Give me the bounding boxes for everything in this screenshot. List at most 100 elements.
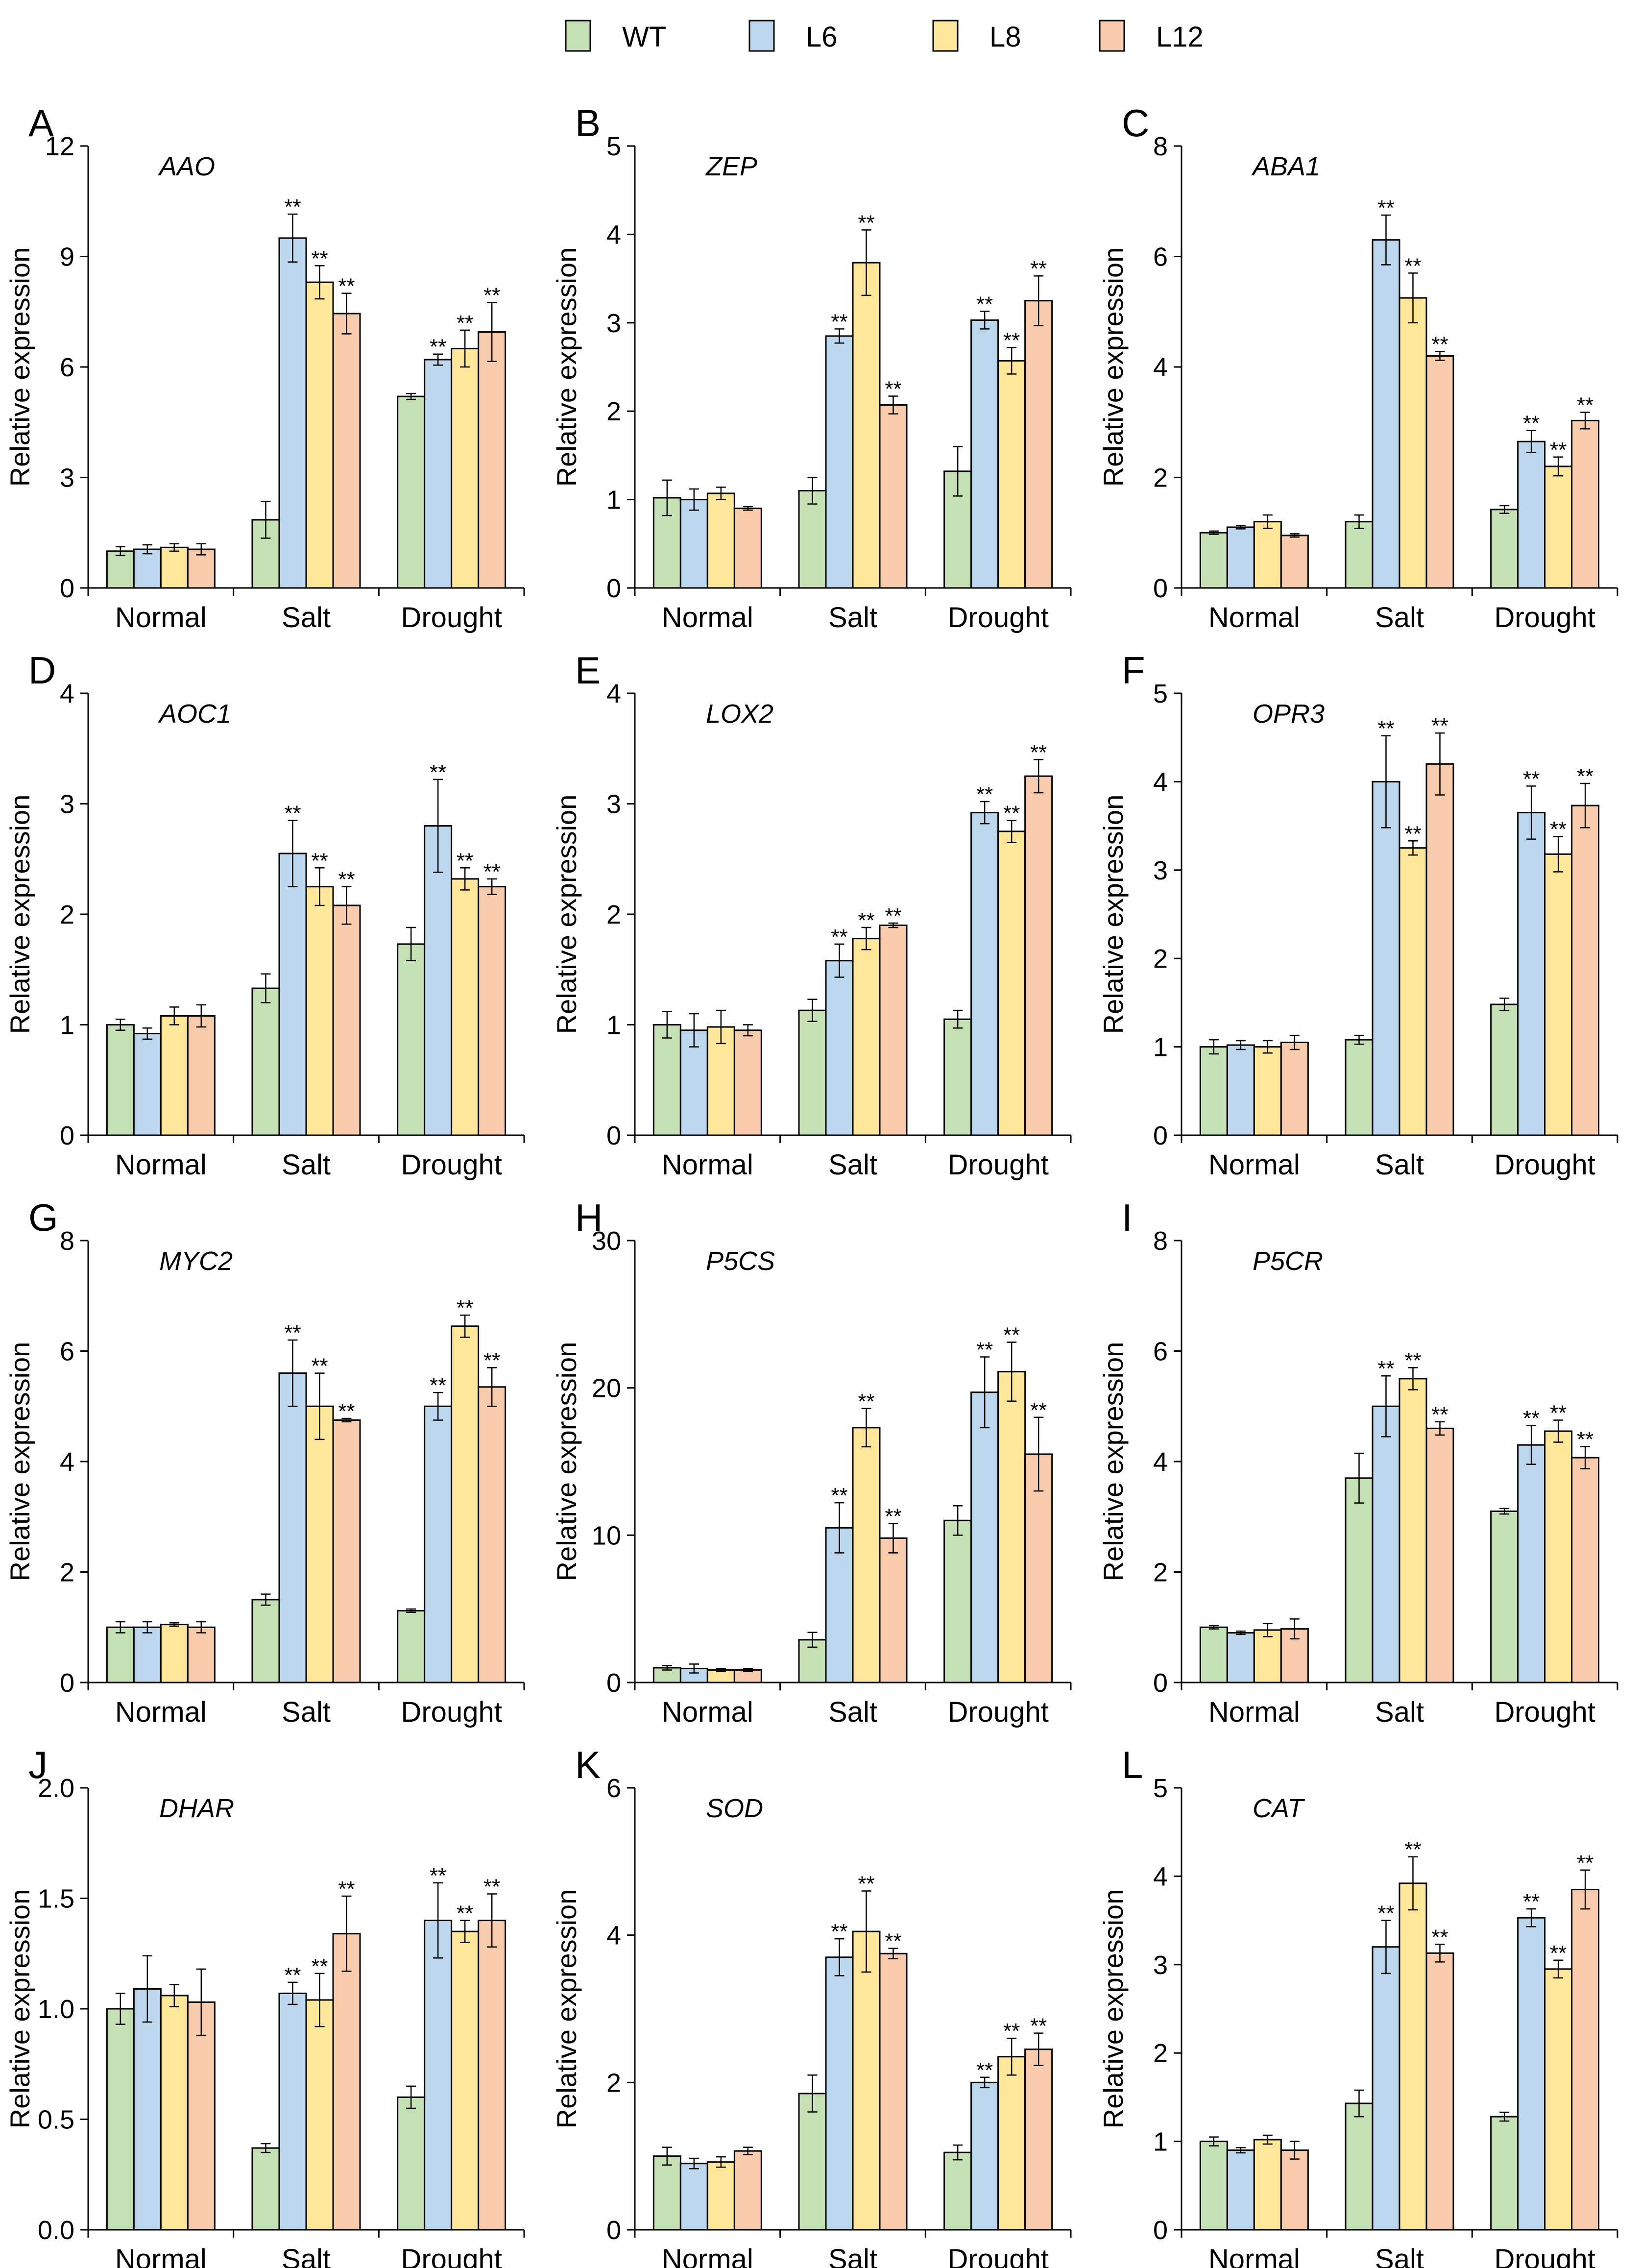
significance-marker: ** (1431, 1403, 1448, 1427)
panel-svg-h: H P5CS 0 10 20 30 Relative expression Normal Sal… (551, 1196, 1072, 1728)
significance-marker: ** (1550, 1401, 1567, 1425)
bar-l12-drought (478, 331, 506, 589)
y-tick-label: 4 (1153, 1862, 1168, 1891)
significance-marker: ** (457, 1902, 473, 1926)
bar-l6-drought (424, 1405, 453, 1683)
bar-l6-normal (1226, 2149, 1255, 2231)
y-tick-label: 8 (60, 1226, 74, 1256)
y-tick-label: 1.5 (38, 1884, 74, 1914)
panel-svg-a: A AAO 0 3 6 9 12 Relative expression Normal Salt D… (4, 101, 525, 634)
bar-l6-salt (1372, 239, 1400, 589)
bar-l12-normal (733, 1029, 762, 1136)
y-tick-label: 1 (60, 1011, 74, 1040)
significance-marker: ** (1404, 1348, 1421, 1372)
bar-wt-drought (943, 2151, 972, 2231)
x-category-salt: Salt (282, 2244, 331, 2268)
bar-wt-drought (1490, 509, 1519, 589)
y-tick-label: 2 (606, 397, 621, 426)
panel-svg-c: C ABA1 0 2 4 6 8 Relative expression Normal Salt D… (1098, 101, 1618, 634)
bar-l12-salt (1425, 1427, 1454, 1683)
bar-l8-drought (1544, 465, 1573, 589)
y-tick-label: 9 (60, 243, 74, 272)
bar-l8-salt (852, 1427, 881, 1683)
legend-item-wt: WT (565, 20, 666, 53)
bar-wt-drought (397, 395, 426, 589)
x-category-drought: Drought (1494, 1696, 1595, 1728)
significance-marker: ** (858, 1390, 874, 1414)
y-tick-label: 8 (1153, 132, 1168, 161)
significance-marker: ** (858, 211, 874, 235)
significance-marker: ** (311, 1954, 328, 1978)
x-category-drought: Drought (401, 602, 502, 634)
significance-marker: ** (885, 1929, 901, 1953)
bar-l12-normal (187, 1015, 216, 1136)
x-category-normal: Normal (662, 1149, 753, 1181)
bar-l12-normal (1280, 535, 1309, 589)
y-tick-label: 3 (1153, 1951, 1168, 1980)
bar-l12-drought (1024, 300, 1053, 589)
significance-marker: ** (457, 1296, 473, 1320)
significance-marker: ** (338, 868, 355, 892)
bar-wt-drought (1490, 2116, 1519, 2231)
panel-svg-f: F OPR3 0 1 2 3 4 5 Relative expression Normal Salt… (1098, 649, 1618, 1181)
y-tick-label: 1 (1153, 2127, 1168, 2157)
x-category-drought: Drought (947, 1149, 1048, 1181)
bar-l6-normal (679, 1029, 708, 1136)
bar-wt-salt (251, 2147, 280, 2231)
bar-l8-normal (160, 1624, 189, 1683)
significance-marker: ** (885, 377, 901, 401)
gene-name: LOX2 (706, 699, 773, 729)
panel-d: D AOC1 0 1 2 3 4 Relative expression Normal Salt D… (0, 626, 547, 1181)
x-category-salt: Salt (828, 2244, 877, 2268)
significance-marker: ** (311, 849, 328, 873)
bar-l6-normal (1226, 1044, 1255, 1136)
significance-marker: ** (1003, 328, 1020, 352)
y-tick-label: 2 (606, 900, 621, 929)
y-tick-label: 1 (1153, 1033, 1168, 1062)
bar-l6-salt (278, 853, 307, 1136)
panel-svg-b: B ZEP 0 1 2 3 4 5 Relative expression Normal Salt D… (551, 101, 1072, 634)
bar-wt-normal (106, 1626, 135, 1683)
bar-wt-normal (1199, 532, 1228, 589)
bar-l12-drought (478, 886, 506, 1136)
bar-l8-normal (706, 1026, 735, 1136)
x-category-drought: Drought (401, 2244, 502, 2268)
x-category-salt: Salt (828, 1149, 877, 1181)
y-tick-label: 12 (45, 132, 74, 161)
bar-l8-normal (1253, 1629, 1282, 1683)
x-category-salt: Salt (1375, 602, 1424, 634)
significance-marker: ** (430, 335, 446, 359)
y-tick-label: 1 (606, 1011, 621, 1040)
bar-l6-normal (1226, 1632, 1255, 1683)
bar-l8-drought (997, 1371, 1026, 1683)
y-axis-label: Relative expression (551, 247, 582, 487)
y-tick-label: 0 (1153, 1121, 1168, 1150)
panel-svg-j: J DHAR 0.0 0.5 1.0 1.5 2.0 Relative expression N… (4, 1743, 525, 2268)
panel-letter: F (1122, 649, 1145, 692)
y-tick-label: 2 (1153, 944, 1168, 974)
y-axis-label: Relative expression (4, 1342, 35, 1582)
significance-marker: ** (1003, 2019, 1020, 2043)
bar-wt-salt (251, 987, 280, 1136)
y-tick-label: 10 (592, 1521, 621, 1550)
bar-l12-salt (879, 1537, 908, 1683)
panel-e: E LOX2 0 1 2 3 4 Relative expression Normal Salt D… (547, 626, 1093, 1181)
significance-marker: ** (1431, 332, 1448, 356)
significance-marker: ** (1030, 1398, 1047, 1422)
bar-wt-salt (1345, 2102, 1374, 2231)
panel-b: B ZEP 0 1 2 3 4 5 Relative expression Normal Salt D… (547, 78, 1093, 634)
bar-l8-salt (1399, 297, 1427, 589)
y-tick-label: 3 (60, 463, 74, 493)
bar-wt-normal (106, 550, 135, 589)
bar-l6-salt (278, 237, 307, 589)
y-tick-label: 6 (60, 1337, 74, 1366)
bar-l6-normal (679, 2163, 708, 2231)
panel-svg-i: I P5CR 0 2 4 6 8 Relative expression Normal Salt D… (1098, 1196, 1618, 1728)
y-tick-label: 0.0 (38, 2216, 74, 2245)
bar-l12-salt (1425, 1952, 1454, 2231)
bar-wt-drought (1490, 1510, 1519, 1683)
bar-wt-normal (1199, 1046, 1228, 1136)
significance-marker: ** (1003, 1323, 1020, 1347)
significance-marker: ** (1030, 2014, 1047, 2038)
bar-wt-normal (1199, 2141, 1228, 2231)
